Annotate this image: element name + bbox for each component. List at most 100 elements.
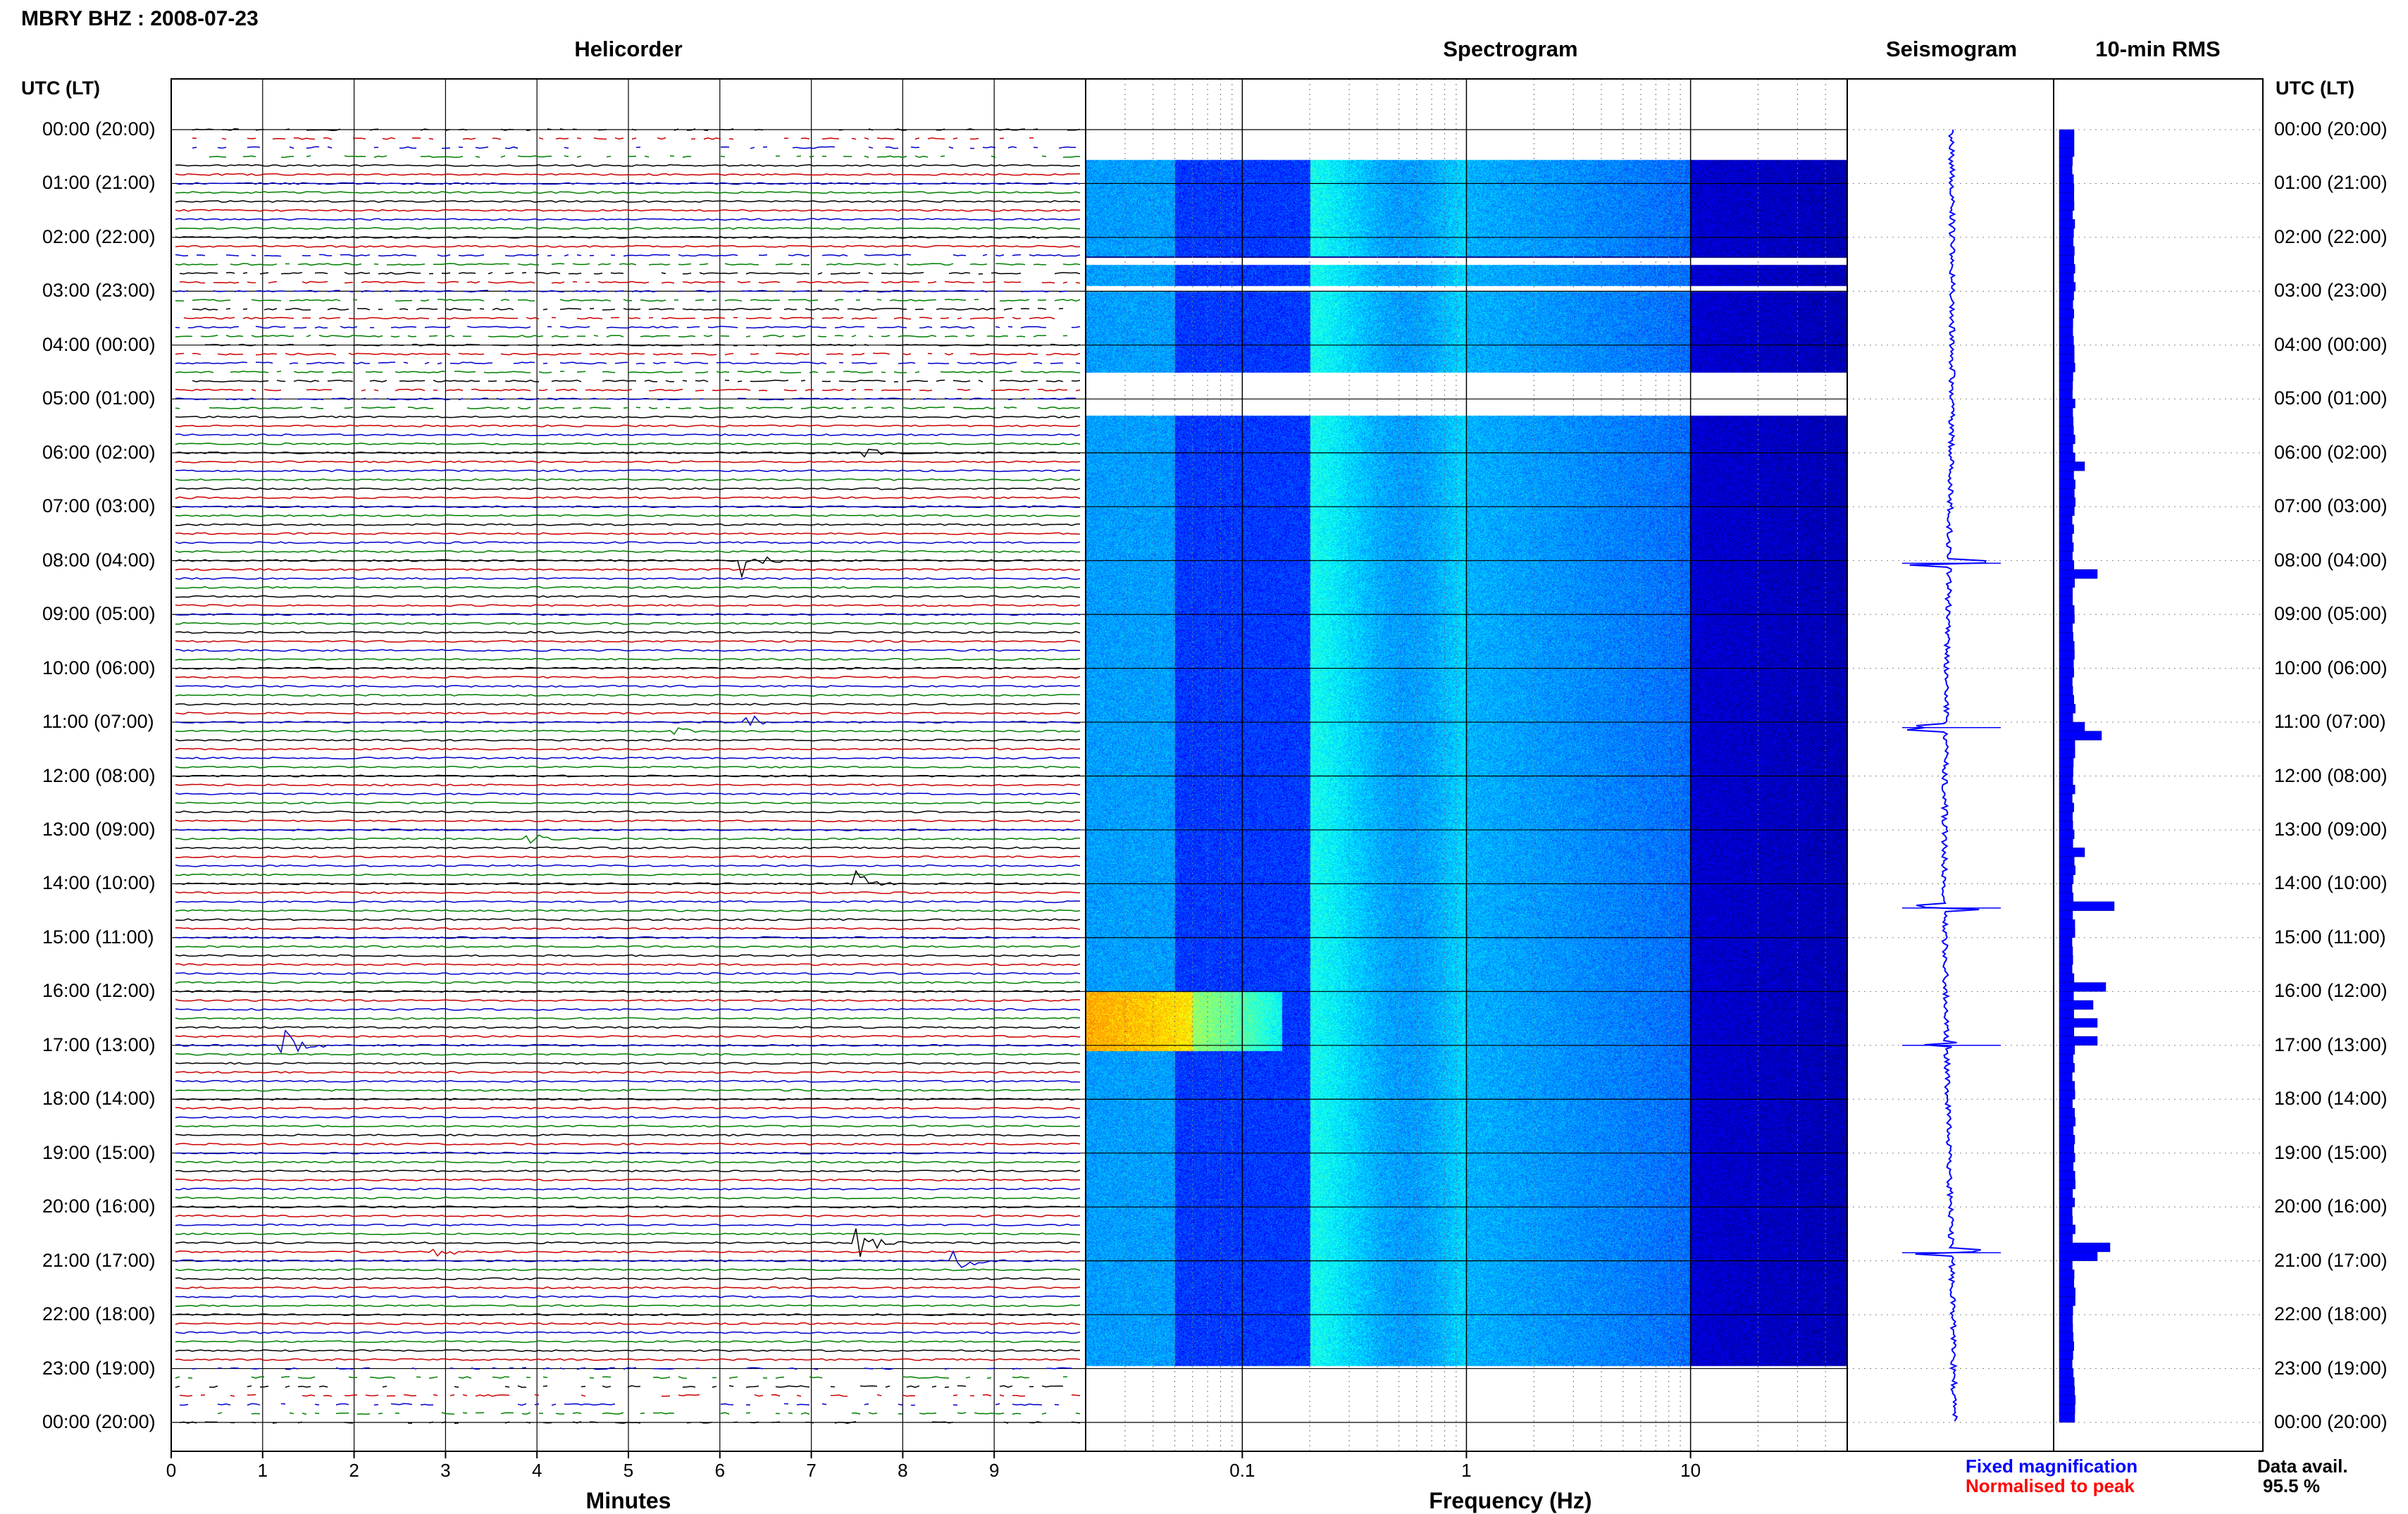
time-label-right: 13:00 (09:00) <box>2274 818 2388 840</box>
helicorder-trace <box>175 891 1081 895</box>
helicorder-trace <box>209 155 1080 159</box>
helicorder-trace <box>175 424 1081 428</box>
helicorder-trace <box>175 927 1081 931</box>
rms-bar <box>2059 156 2073 166</box>
helicorder-trace <box>175 747 1081 751</box>
rms-bar <box>2059 318 2073 328</box>
helicorder-trace <box>175 541 1081 545</box>
helicorder-trace <box>175 1349 1081 1352</box>
rms-bar <box>2059 165 2073 175</box>
minute-tick-label: 7 <box>806 1460 817 1481</box>
rms-bar <box>2059 910 2073 920</box>
minute-tick-label: 2 <box>349 1460 359 1481</box>
time-label-right: 05:00 (01:00) <box>2274 387 2388 409</box>
helicorder-trace <box>175 963 1081 967</box>
rms-bar <box>2059 1270 2075 1279</box>
time-label-left: 00:00 (20:00) <box>42 1411 156 1432</box>
rms-bar <box>2059 551 2073 561</box>
rms-bar <box>2059 731 2102 740</box>
minute-tick-label: 6 <box>714 1460 726 1481</box>
helicorder-trace <box>175 1160 1081 1164</box>
rms-bar <box>2059 390 2073 399</box>
helicorder-trace <box>175 514 1081 517</box>
rms-bar <box>2059 848 2085 857</box>
rms-bar <box>2059 1162 2074 1172</box>
rms-bar <box>2059 1323 2073 1333</box>
helicorder-trace <box>175 999 1081 1003</box>
rms-bar <box>2059 452 2075 462</box>
rms-bar <box>2059 704 2075 714</box>
helicorder-trace <box>175 757 1081 759</box>
rms-bar <box>2059 1126 2074 1136</box>
helicorder-trace <box>175 693 1081 697</box>
helicorder-trace <box>175 846 1081 850</box>
seismogram-frame <box>1847 78 2054 1452</box>
rms-bar <box>2059 614 2075 624</box>
rms-bar <box>2059 309 2074 318</box>
rms-bar <box>2059 1350 2073 1360</box>
rms-bar <box>2059 749 2075 759</box>
helicorder-trace <box>192 128 1081 131</box>
rms-bar <box>2059 443 2073 454</box>
helicorder-trace <box>175 182 1081 185</box>
rms-bar <box>2059 174 2074 184</box>
helicorder-trace <box>175 936 1081 939</box>
time-label-right: 22:00 (18:00) <box>2274 1303 2388 1325</box>
rms-bar <box>2059 784 2075 795</box>
seismogram-trace <box>1906 129 1987 1422</box>
helicorder-trace <box>175 371 1081 374</box>
helicorder-trace <box>175 954 1081 957</box>
time-label-left: 18:00 (14:00) <box>42 1088 156 1110</box>
rms-bar <box>2059 263 2075 274</box>
rms-bar <box>2059 1278 2074 1289</box>
time-label-right: 00:00 (20:00) <box>2274 118 2388 139</box>
rms-bar <box>2059 506 2075 516</box>
rms-bar <box>2059 685 2073 696</box>
rms-bar <box>2059 623 2073 633</box>
helicorder-trace <box>175 1029 1081 1054</box>
helicorder-trace <box>175 191 1081 194</box>
rms-bar <box>2059 461 2085 471</box>
helicorder-trace <box>175 1035 1081 1038</box>
rms-bar <box>2059 1368 2074 1378</box>
helicorder-trace <box>175 460 1081 464</box>
rms-bar <box>2059 820 2073 831</box>
helicorder-trace <box>175 1386 1072 1387</box>
rms-bar <box>2059 1359 2073 1369</box>
rms-bar <box>2059 865 2075 875</box>
rms-bar <box>2059 1081 2075 1091</box>
helicorder-trace <box>175 783 1081 787</box>
helicorder-trace <box>175 1250 1081 1268</box>
rms-bar <box>2059 291 2074 301</box>
helicorder-trace <box>175 1322 1081 1325</box>
minute-tick-label: 9 <box>988 1460 1000 1481</box>
helicorder-trace <box>175 550 1080 553</box>
rms-bar <box>2059 1332 2074 1342</box>
helicorder-trace <box>175 676 1081 679</box>
helicorder-trace <box>175 556 1081 579</box>
rms-bar <box>2059 183 2075 193</box>
helicorder-trace <box>175 568 1081 571</box>
helicorder-trace <box>175 235 1080 239</box>
helicorder-trace <box>175 448 1081 458</box>
helicorder-trace <box>175 1228 1081 1257</box>
rms-bar <box>2059 497 2075 507</box>
helicorder-trace <box>175 1088 1081 1092</box>
time-label-right: 00:00 (20:00) <box>2274 1411 2388 1432</box>
time-label-right: 14:00 (10:00) <box>2274 872 2388 894</box>
rms-bar <box>2059 1287 2075 1297</box>
helicorder-traces <box>170 79 1086 1451</box>
helicorder-trace <box>175 164 1081 167</box>
rms-bar <box>2059 147 2075 157</box>
time-label-right: 16:00 (12:00) <box>2274 980 2388 1002</box>
helicorder-trace <box>175 613 1081 616</box>
time-label-right: 04:00 (00:00) <box>2274 333 2388 355</box>
rms-bar <box>2059 928 2075 938</box>
rms-bar <box>2059 542 2074 552</box>
rms-title: 10-min RMS <box>2095 37 2221 61</box>
time-label-left: 01:00 (21:00) <box>42 172 156 194</box>
rms-bar <box>2059 767 2073 776</box>
helicorder-trace <box>175 715 1080 727</box>
helicorder-trace <box>204 343 1081 347</box>
